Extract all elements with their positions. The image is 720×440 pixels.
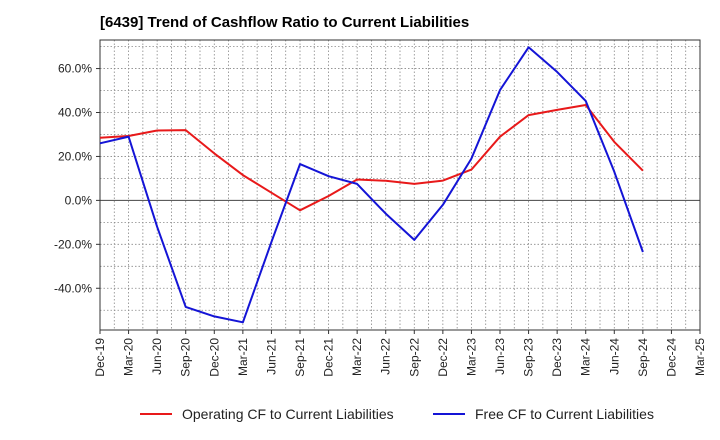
x-tick-label: Jun-20 [150,338,164,375]
y-tick-label: 0.0% [65,193,93,207]
x-tick-label: Mar-24 [579,338,593,376]
legend-label: Free CF to Current Liabilities [475,406,654,422]
x-tick-label: Dec-22 [436,338,450,377]
x-tick-label: Dec-20 [207,338,221,377]
y-tick-label: 20.0% [58,149,92,163]
y-tick-label: -40.0% [54,281,92,295]
x-tick-label: Mar-23 [464,338,478,376]
x-tick-label: Sep-24 [636,338,650,377]
x-tick-label: Jun-23 [493,338,507,375]
x-tick-label: Sep-22 [407,338,421,377]
series-line [99,104,644,212]
x-tick-label: Jun-24 [607,338,621,375]
x-tick-label: Sep-23 [522,338,536,377]
x-tick-label: Mar-21 [236,338,250,376]
series-line [99,46,644,324]
x-tick-label: Dec-24 [664,338,678,377]
x-tick-label: Sep-21 [293,338,307,377]
y-tick-labels: 60.0% 40.0% 20.0% 0.0% -20.0% -40.0% [54,62,100,295]
plot-frame [99,39,701,331]
y-tick-label: 60.0% [58,62,92,76]
x-tick-label: Mar-25 [693,338,707,376]
x-tick-label: Jun-22 [379,338,393,375]
x-tick-label: Dec-23 [550,338,564,377]
chart-title: [6439] Trend of Cashflow Ratio to Curren… [100,14,470,31]
x-tick-label: Jun-21 [264,338,278,375]
grid-lines [99,40,701,330]
x-tick-label: Sep-20 [179,338,193,377]
series-lines [99,46,644,324]
legend: Operating CF to Current Liabilities Free … [140,406,654,422]
axes [99,39,701,331]
y-tick-label: -20.0% [54,237,92,251]
y-tick-label: 40.0% [58,106,92,120]
x-tick-label: Mar-20 [122,338,136,376]
legend-label: Operating CF to Current Liabilities [182,406,394,422]
x-tick-label: Dec-21 [322,338,336,377]
x-tick-labels: Dec-19 Mar-20 Jun-20 Sep-20 Dec-20 Mar-21 Jun-… [93,330,707,377]
x-tick-label: Mar-22 [350,338,364,376]
x-tick-label: Dec-19 [93,338,107,377]
